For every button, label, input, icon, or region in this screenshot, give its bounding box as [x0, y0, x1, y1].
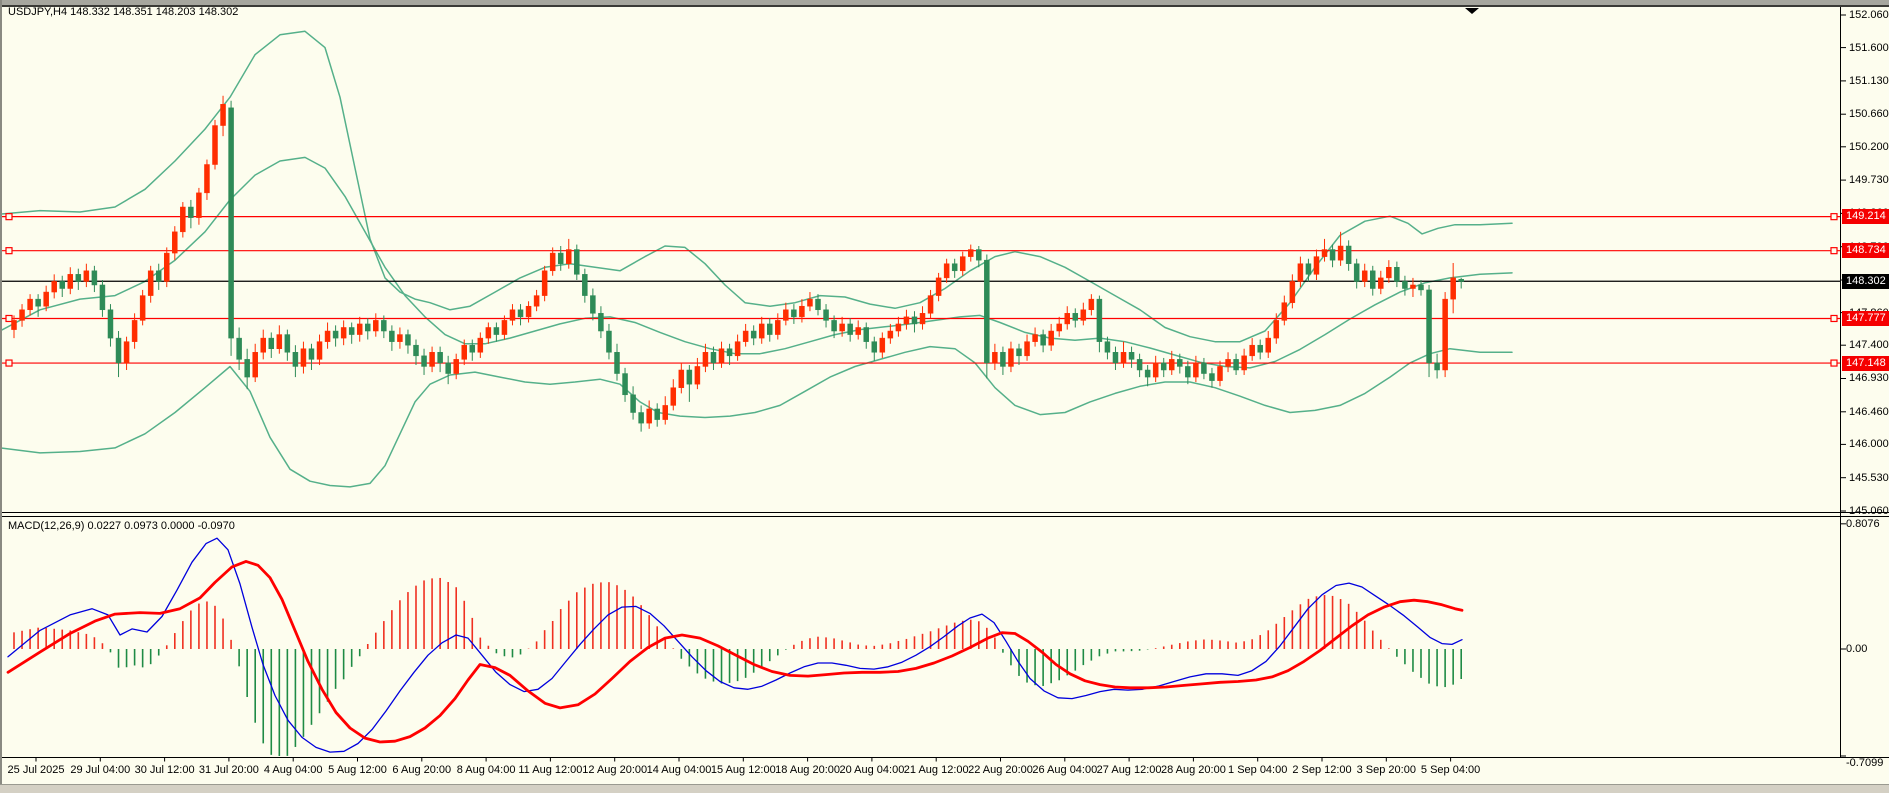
time-axis-tick[interactable]: 25 Jul 2025: [7, 764, 65, 776]
macd-histogram: [13, 577, 1462, 756]
price-axis-tick[interactable]: 150.660: [1849, 108, 1889, 121]
time-axis-tick[interactable]: 8 Aug 04:00: [456, 764, 516, 776]
time-axis-tick[interactable]: 1 Sep 04:00: [1228, 764, 1288, 776]
chart-frame: [0, 7, 1889, 762]
bollinger-upper-band: [0, 30, 1513, 343]
bollinger-bands: [0, 30, 1513, 488]
time-axis-tick[interactable]: 20 Aug 04:00: [839, 764, 905, 776]
macd-axis-min[interactable]: -0.7099: [1846, 757, 1884, 769]
time-axis-tick[interactable]: 29 Jul 04:00: [70, 764, 131, 776]
time-axis-tick[interactable]: 30 Jul 12:00: [134, 764, 195, 776]
candles: [11, 95, 1464, 432]
time-axis-tick[interactable]: 5 Aug 12:00: [328, 764, 387, 776]
time-axis-tick[interactable]: 15 Aug 12:00: [710, 764, 776, 776]
time-axis-tick[interactable]: 21 Aug 12:00: [903, 764, 969, 776]
price-axis-tick[interactable]: 150.200: [1849, 140, 1889, 153]
bollinger-middle-band: [0, 156, 1513, 369]
price-axis-tick[interactable]: 151.600: [1849, 41, 1889, 54]
window-top-border: [0, 0, 1889, 7]
time-axis-tick[interactable]: 14 Aug 04:00: [646, 764, 712, 776]
macd-line: [7, 537, 1463, 753]
price-axis-tick[interactable]: 145.060: [1849, 505, 1889, 517]
signal-line: [6, 560, 1464, 744]
chart-title: USDJPY,H4 148.332 148.351 148.203 148.30…: [8, 6, 239, 18]
window-left-border: [0, 0, 2, 792]
time-axis-tick[interactable]: 18 Aug 20:00: [775, 764, 841, 776]
time-axis-tick[interactable]: 27 Aug 12:00: [1096, 764, 1162, 776]
time-axis-tick[interactable]: 3 Sep 20:00: [1356, 764, 1416, 776]
price-axis-tick[interactable]: 151.130: [1849, 74, 1889, 87]
macd-indicator-label: MACD(12,26,9) 0.0227 0.0973 0.0000 -0.09…: [8, 520, 235, 532]
time-axis-tick[interactable]: 12 Aug 20:00: [582, 764, 648, 776]
price-level-label-4: 147.148: [1842, 356, 1889, 371]
price-axis-tick[interactable]: 145.530: [1849, 471, 1889, 484]
time-axis-tick[interactable]: 22 Aug 20:00: [968, 764, 1033, 776]
time-axis-tick[interactable]: 2 Sep 12:00: [1292, 764, 1352, 776]
time-axis-tick[interactable]: 26 Aug 04:00: [1032, 764, 1098, 776]
bid-price-label: 148.302: [1842, 274, 1889, 289]
window-bottom-border: [0, 784, 1889, 793]
price-axis-tick[interactable]: 152.060: [1849, 9, 1889, 21]
macd-axis-max[interactable]: 0.8076: [1846, 518, 1880, 530]
price-level-label-3: 147.777: [1842, 311, 1889, 326]
time-axis-tick[interactable]: 5 Sep 04:00: [1420, 764, 1481, 776]
price-level-label-2: 148.734: [1842, 243, 1889, 258]
price-axis-tick[interactable]: 147.400: [1849, 339, 1889, 352]
time-axis-tick[interactable]: 6 Aug 20:00: [392, 764, 452, 776]
price-axis-tick[interactable]: 146.460: [1849, 405, 1889, 418]
time-axis-tick[interactable]: 31 Jul 20:00: [198, 764, 259, 776]
time-axis-tick[interactable]: 4 Aug 04:00: [263, 764, 323, 776]
shift-marker-icon[interactable]: [1465, 8, 1479, 14]
price-level-label-1: 149.214: [1842, 209, 1889, 224]
time-axis-tick[interactable]: 11 Aug 12:00: [518, 764, 583, 776]
time-axis-tick[interactable]: 28 Aug 20:00: [1160, 764, 1226, 776]
price-axis-tick[interactable]: 149.730: [1849, 174, 1889, 187]
bollinger-lower-band: [0, 345, 1513, 488]
macd-axis-zero[interactable]: 0.00: [1846, 643, 1868, 655]
price-axis-tick[interactable]: 146.930: [1849, 372, 1889, 385]
price-axis-tick[interactable]: 146.000: [1849, 438, 1889, 451]
